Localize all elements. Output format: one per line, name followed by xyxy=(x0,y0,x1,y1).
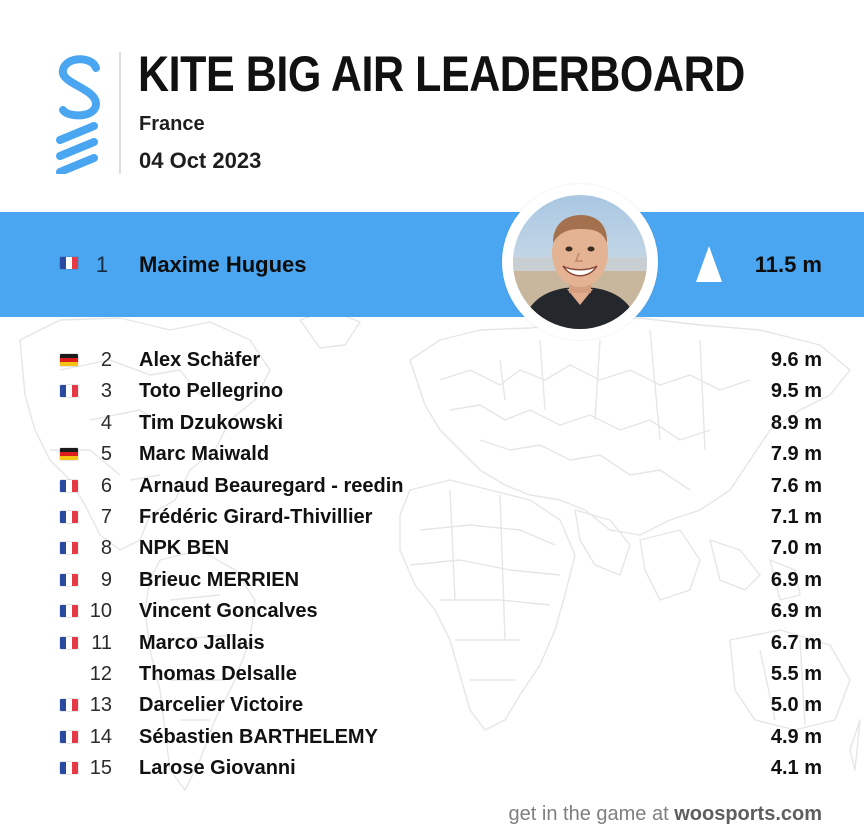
rank-number: 12 xyxy=(89,662,112,685)
rider-name: Vincent Goncalves xyxy=(139,600,318,623)
rider-name: Alex Schäfer xyxy=(139,349,261,371)
rider-name: Larose Giovanni xyxy=(139,757,296,780)
rank-number: 5 xyxy=(100,443,112,466)
rider-name: Arnaud Beauregard - reedin xyxy=(139,474,404,497)
leaderboard-row[interactable]: 13 Darcelier Victoire 5.0 m xyxy=(0,689,864,720)
rider-name: Brieuc MERRIEN xyxy=(139,568,300,591)
header: KITE BIG AIR LEADERBOARD France 04 Oct 2… xyxy=(0,0,864,212)
flag-icon xyxy=(60,510,78,523)
rank-number: 15 xyxy=(89,757,112,780)
rank-number: 9 xyxy=(100,568,112,591)
rider-name: Marc Maiwald xyxy=(139,443,270,466)
rider-avatar-photo xyxy=(502,184,658,340)
leaderboard-row[interactable]: 7 Frédéric Girard-Thivillier 7.1 m xyxy=(0,501,864,532)
rank-number: 6 xyxy=(100,474,112,497)
jump-height-value: 5.0 m xyxy=(770,694,822,717)
rider-name: Toto Pellegrino xyxy=(139,380,284,403)
leaderboard-row[interactable]: 10 Vincent Goncalves 6.9 m xyxy=(0,595,864,626)
date-label: 04 Oct 2023 xyxy=(139,148,262,173)
rider-name: Marco Jallais xyxy=(139,631,265,654)
jump-height-value: 6.7 m xyxy=(770,631,822,654)
rider-name: Sébastien BARTHELEMY xyxy=(139,725,378,748)
jump-height-value: 6.9 m xyxy=(770,568,822,591)
leaderboard-row[interactable]: 11 Marco Jallais 6.7 m xyxy=(0,627,864,658)
rank-number: 7 xyxy=(100,505,112,528)
leaderboard-row[interactable]: 9 Brieuc MERRIEN 6.9 m xyxy=(0,564,864,595)
leaderboard-list: 2 Alex Schäfer 9.6 m 3 Toto Pellegrino 9.5 m 4… xyxy=(0,344,864,783)
rank-number: 14 xyxy=(89,725,112,748)
flag-icon xyxy=(60,542,78,555)
rider-name: Tim Dzukowski xyxy=(139,411,284,434)
world-map-background xyxy=(19,309,861,791)
jump-height-value: 7.1 m xyxy=(770,505,822,528)
footer-prefix: get in the game at xyxy=(508,803,675,825)
leaderboard-row[interactable]: 12 Thomas Delsalle 5.5 m xyxy=(0,658,864,689)
flag-icon xyxy=(60,762,78,775)
leaderboard-row[interactable]: 2 Alex Schäfer 9.6 m xyxy=(0,344,864,375)
flag-icon xyxy=(60,354,78,366)
leader-value: 11.5 m xyxy=(754,252,822,277)
flag-icon xyxy=(60,479,78,492)
leader-flag-icon xyxy=(60,257,78,269)
rider-name: Frédéric Girard-Thivillier xyxy=(139,505,373,528)
page-title: KITE BIG AIR LEADERBOARD xyxy=(138,46,745,102)
leaderboard-row[interactable]: 3 Toto Pellegrino 9.5 m xyxy=(0,375,864,406)
woo-logo-icon xyxy=(56,55,101,174)
leaderboard-row[interactable]: 15 Larose Giovanni 4.1 m xyxy=(0,752,864,783)
jump-height-value: 4.9 m xyxy=(770,725,822,748)
footer-brand-link[interactable]: woosports.com xyxy=(674,803,822,825)
rank-number: 8 xyxy=(100,537,112,560)
flag-icon xyxy=(60,448,78,461)
rank-number: 4 xyxy=(100,411,112,434)
rider-name: Darcelier Victoire xyxy=(139,694,304,717)
flag-icon xyxy=(60,699,78,712)
leaderboard-row[interactable]: 14 Sébastien BARTHELEMY 4.9 m xyxy=(0,721,864,752)
leaderboard-row[interactable]: 4 Tim Dzukowski 8.9 m xyxy=(0,407,864,438)
jump-height-value: 4.1 m xyxy=(770,757,822,780)
flag-icon xyxy=(60,573,78,586)
rank-number: 11 xyxy=(91,631,112,654)
flag-icon xyxy=(60,605,78,618)
jump-height-value: 8.9 m xyxy=(770,411,822,434)
flag-icon xyxy=(60,636,78,649)
jump-height-value: 7.0 m xyxy=(770,537,822,560)
leaderboard-row[interactable]: 6 Arnaud Beauregard - reedin 7.6 m xyxy=(0,470,864,501)
jump-height-value: 5.5 m xyxy=(770,662,822,685)
header-divider xyxy=(119,52,121,174)
leader-row[interactable]: 1 Maxime Hugues 11.5 m xyxy=(0,212,864,317)
up-arrow-icon xyxy=(696,246,722,282)
flag-icon xyxy=(60,730,78,743)
rider-name: Thomas Delsalle xyxy=(139,662,297,685)
leaderboard-row[interactable]: 8 NPK BEN 7.0 m xyxy=(0,532,864,563)
rank-number: 3 xyxy=(100,380,112,403)
rank-number: 10 xyxy=(89,600,112,623)
jump-height-value: 9.5 m xyxy=(770,380,822,403)
leader-rank: 1 xyxy=(95,252,109,277)
leader-name: Maxime Hugues xyxy=(139,252,307,277)
jump-height-value: 7.6 m xyxy=(770,474,822,497)
jump-height-value: 6.9 m xyxy=(770,600,822,623)
jump-height-value: 9.6 m xyxy=(770,349,822,371)
jump-height-value: 7.9 m xyxy=(770,443,822,466)
rider-name: NPK BEN xyxy=(139,537,230,560)
leaderboard-row[interactable]: 5 Marc Maiwald 7.9 m xyxy=(0,438,864,469)
flag-icon xyxy=(60,385,78,398)
rank-number: 2 xyxy=(100,349,112,371)
location-label: France xyxy=(139,113,205,135)
rank-number: 13 xyxy=(89,694,112,717)
footer-cta[interactable]: get in the game at woosports.com xyxy=(509,799,822,829)
